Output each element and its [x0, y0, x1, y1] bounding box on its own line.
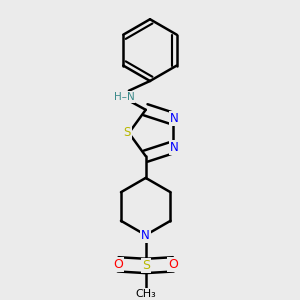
Text: H–N: H–N	[114, 92, 134, 102]
Text: N: N	[141, 229, 150, 242]
Text: O: O	[113, 258, 123, 271]
Text: S: S	[124, 127, 131, 140]
Text: O: O	[168, 258, 178, 271]
Text: S: S	[142, 260, 150, 272]
Text: N: N	[170, 112, 179, 125]
Text: CH₃: CH₃	[135, 289, 156, 298]
Text: N: N	[170, 141, 179, 154]
